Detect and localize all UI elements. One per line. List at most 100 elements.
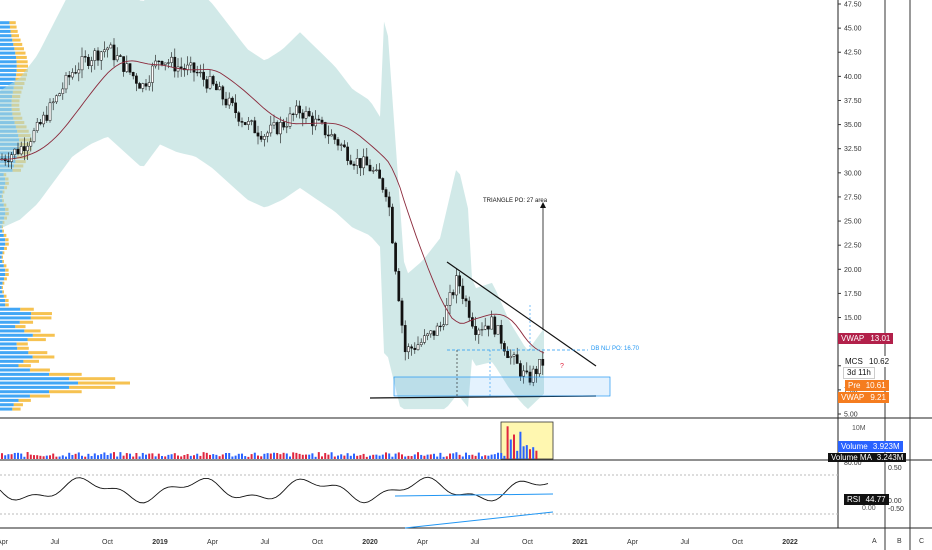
candle-body bbox=[407, 346, 410, 353]
volume-bar bbox=[461, 456, 464, 459]
volume-profile-bar bbox=[16, 60, 28, 64]
time-tick-label: 2021 bbox=[572, 539, 588, 546]
time-tick-label: Jul bbox=[471, 539, 480, 546]
volume-profile-bar bbox=[5, 238, 9, 242]
volume-profile-bar bbox=[0, 277, 5, 281]
volume-profile-bar bbox=[3, 264, 7, 268]
pre-price-label: Pre 10.61 bbox=[845, 380, 889, 391]
scale-button-c[interactable]: C bbox=[919, 538, 925, 545]
last-label-value: 10.62 bbox=[869, 357, 890, 366]
volume-bar bbox=[477, 452, 480, 459]
candle-body bbox=[426, 333, 429, 337]
volume-profile-bar bbox=[0, 312, 32, 316]
volume-profile-bar bbox=[0, 286, 2, 290]
volume-bar bbox=[378, 455, 381, 459]
double-bottom-target-text[interactable]: DB NL/ PO: 16.70 bbox=[591, 346, 640, 352]
volume-profile-bar bbox=[12, 38, 21, 42]
candle-body bbox=[64, 75, 68, 90]
candle-body bbox=[336, 139, 340, 146]
volume-bar bbox=[356, 455, 359, 459]
volume-bar bbox=[180, 456, 183, 459]
candle-body bbox=[387, 196, 391, 208]
rsi-tick-label: -0.50 bbox=[888, 506, 904, 513]
drawings[interactable] bbox=[369, 202, 611, 399]
volume-label-text: Volume bbox=[841, 442, 868, 451]
volume-bar bbox=[148, 453, 151, 459]
time-tick-label: 2020 bbox=[362, 539, 378, 546]
last-price-label: MCS 10.62 bbox=[842, 356, 893, 367]
pre-label-value: 10.61 bbox=[865, 381, 886, 390]
candle-body bbox=[448, 292, 452, 306]
candle-body bbox=[515, 354, 519, 364]
last-label-text: MCS bbox=[845, 357, 863, 366]
candle-body bbox=[80, 56, 84, 71]
volume-bar bbox=[487, 455, 490, 459]
candle-body bbox=[490, 316, 493, 330]
candle-body bbox=[269, 124, 273, 134]
price-tick-label: 5.00 bbox=[844, 412, 858, 419]
question-mark-note[interactable]: ? bbox=[560, 363, 564, 370]
volume-bar bbox=[1, 453, 3, 459]
price-axis[interactable]: 47.50 45.00 42.50 40.00 37.50 35.00 32.50 30.00… bbox=[838, 2, 904, 514]
volume-bar bbox=[295, 452, 298, 459]
volume-bar bbox=[301, 454, 304, 459]
scale-button-b[interactable]: B bbox=[897, 538, 902, 545]
volume-profile-bar bbox=[0, 255, 2, 259]
candle-body bbox=[349, 160, 353, 165]
volume-bar bbox=[413, 454, 416, 459]
volume-bar bbox=[519, 431, 522, 459]
scale-button-a[interactable]: A bbox=[872, 538, 877, 545]
candle-body bbox=[343, 144, 346, 148]
volume-bar bbox=[100, 454, 103, 459]
candle-body bbox=[541, 359, 545, 366]
volume-profile-bar bbox=[0, 364, 19, 368]
candle-body bbox=[16, 148, 20, 155]
volume-bar bbox=[20, 453, 23, 459]
volume-profile-bar bbox=[16, 68, 28, 72]
candle-body bbox=[320, 119, 324, 123]
candle-body bbox=[58, 93, 61, 97]
volume-bar bbox=[68, 452, 71, 459]
volume-profile-bar bbox=[0, 273, 6, 276]
volume-bar bbox=[314, 456, 317, 459]
volume-profile-bar bbox=[0, 34, 12, 38]
candle-body bbox=[464, 298, 468, 302]
price-tick-label: 47.50 bbox=[844, 2, 862, 9]
candle-body bbox=[74, 72, 77, 74]
volume-profile-bar bbox=[16, 64, 29, 68]
volume-bar bbox=[106, 455, 109, 459]
candle-body bbox=[442, 324, 445, 327]
volume-profile-bar bbox=[9, 25, 17, 29]
candle-body bbox=[295, 105, 298, 115]
volume-bar bbox=[509, 439, 512, 459]
candle-body bbox=[416, 344, 420, 350]
volume-bar bbox=[353, 453, 355, 459]
volume-profile-bar bbox=[69, 377, 116, 381]
volume-bar bbox=[385, 452, 387, 459]
candle-body bbox=[135, 75, 138, 84]
volume-profile-bar bbox=[0, 403, 14, 407]
candle-body bbox=[285, 126, 289, 128]
rsi-label: RSI 44.77 bbox=[844, 494, 889, 505]
volume-bar bbox=[4, 455, 7, 459]
volume-bar bbox=[7, 454, 10, 459]
volume-profile-bar bbox=[0, 238, 6, 242]
candle-body bbox=[189, 62, 193, 66]
volume-bar bbox=[433, 453, 435, 459]
triangle-target-text[interactable]: TRIANGLE PO: 27 area bbox=[483, 198, 548, 204]
volume-bar bbox=[298, 453, 301, 459]
candle-body bbox=[157, 60, 161, 63]
candle-body bbox=[368, 164, 372, 172]
volume-bar bbox=[362, 453, 365, 459]
volume-bar bbox=[321, 456, 323, 459]
vwap2-price-label: VWAP 9.21 bbox=[838, 392, 889, 403]
volume-bar bbox=[535, 450, 538, 459]
time-axis[interactable]: Apr Jul Oct 2019 Apr Jul Oct 2020 Apr Jul Oct 2021 A… bbox=[0, 539, 798, 546]
volume-profile-bar bbox=[78, 381, 130, 385]
candle-body bbox=[29, 141, 33, 147]
candle-body bbox=[141, 83, 145, 89]
volume-profile-bar bbox=[5, 268, 9, 272]
volume-profile-bar bbox=[15, 325, 26, 329]
